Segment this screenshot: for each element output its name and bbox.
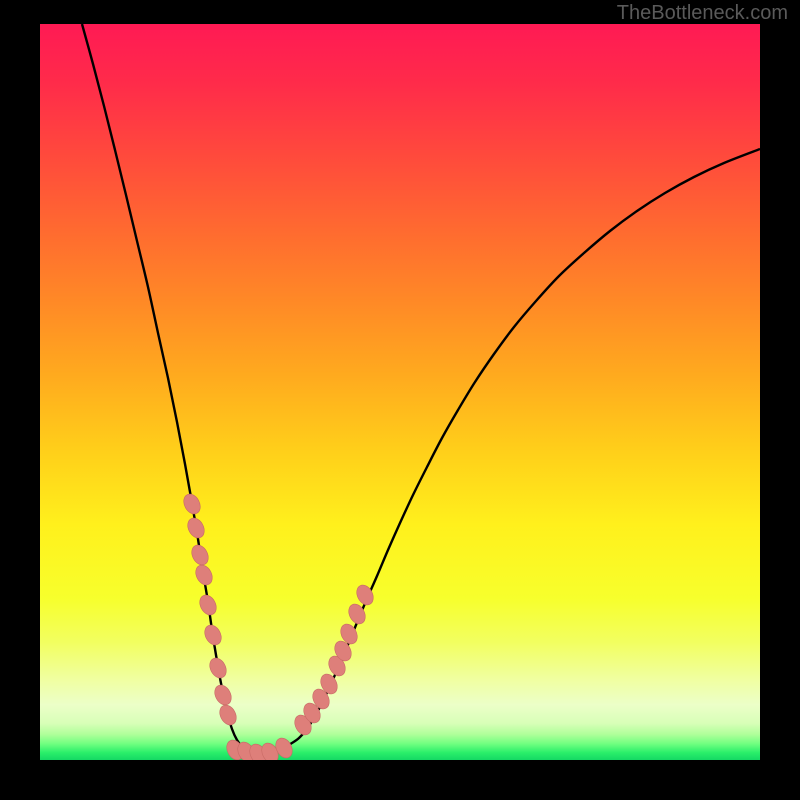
watermark-text: TheBottleneck.com: [617, 2, 788, 25]
chart-container: TheBottleneck.com: [0, 0, 800, 800]
plot-background: [40, 24, 760, 760]
chart-svg: [0, 0, 800, 800]
